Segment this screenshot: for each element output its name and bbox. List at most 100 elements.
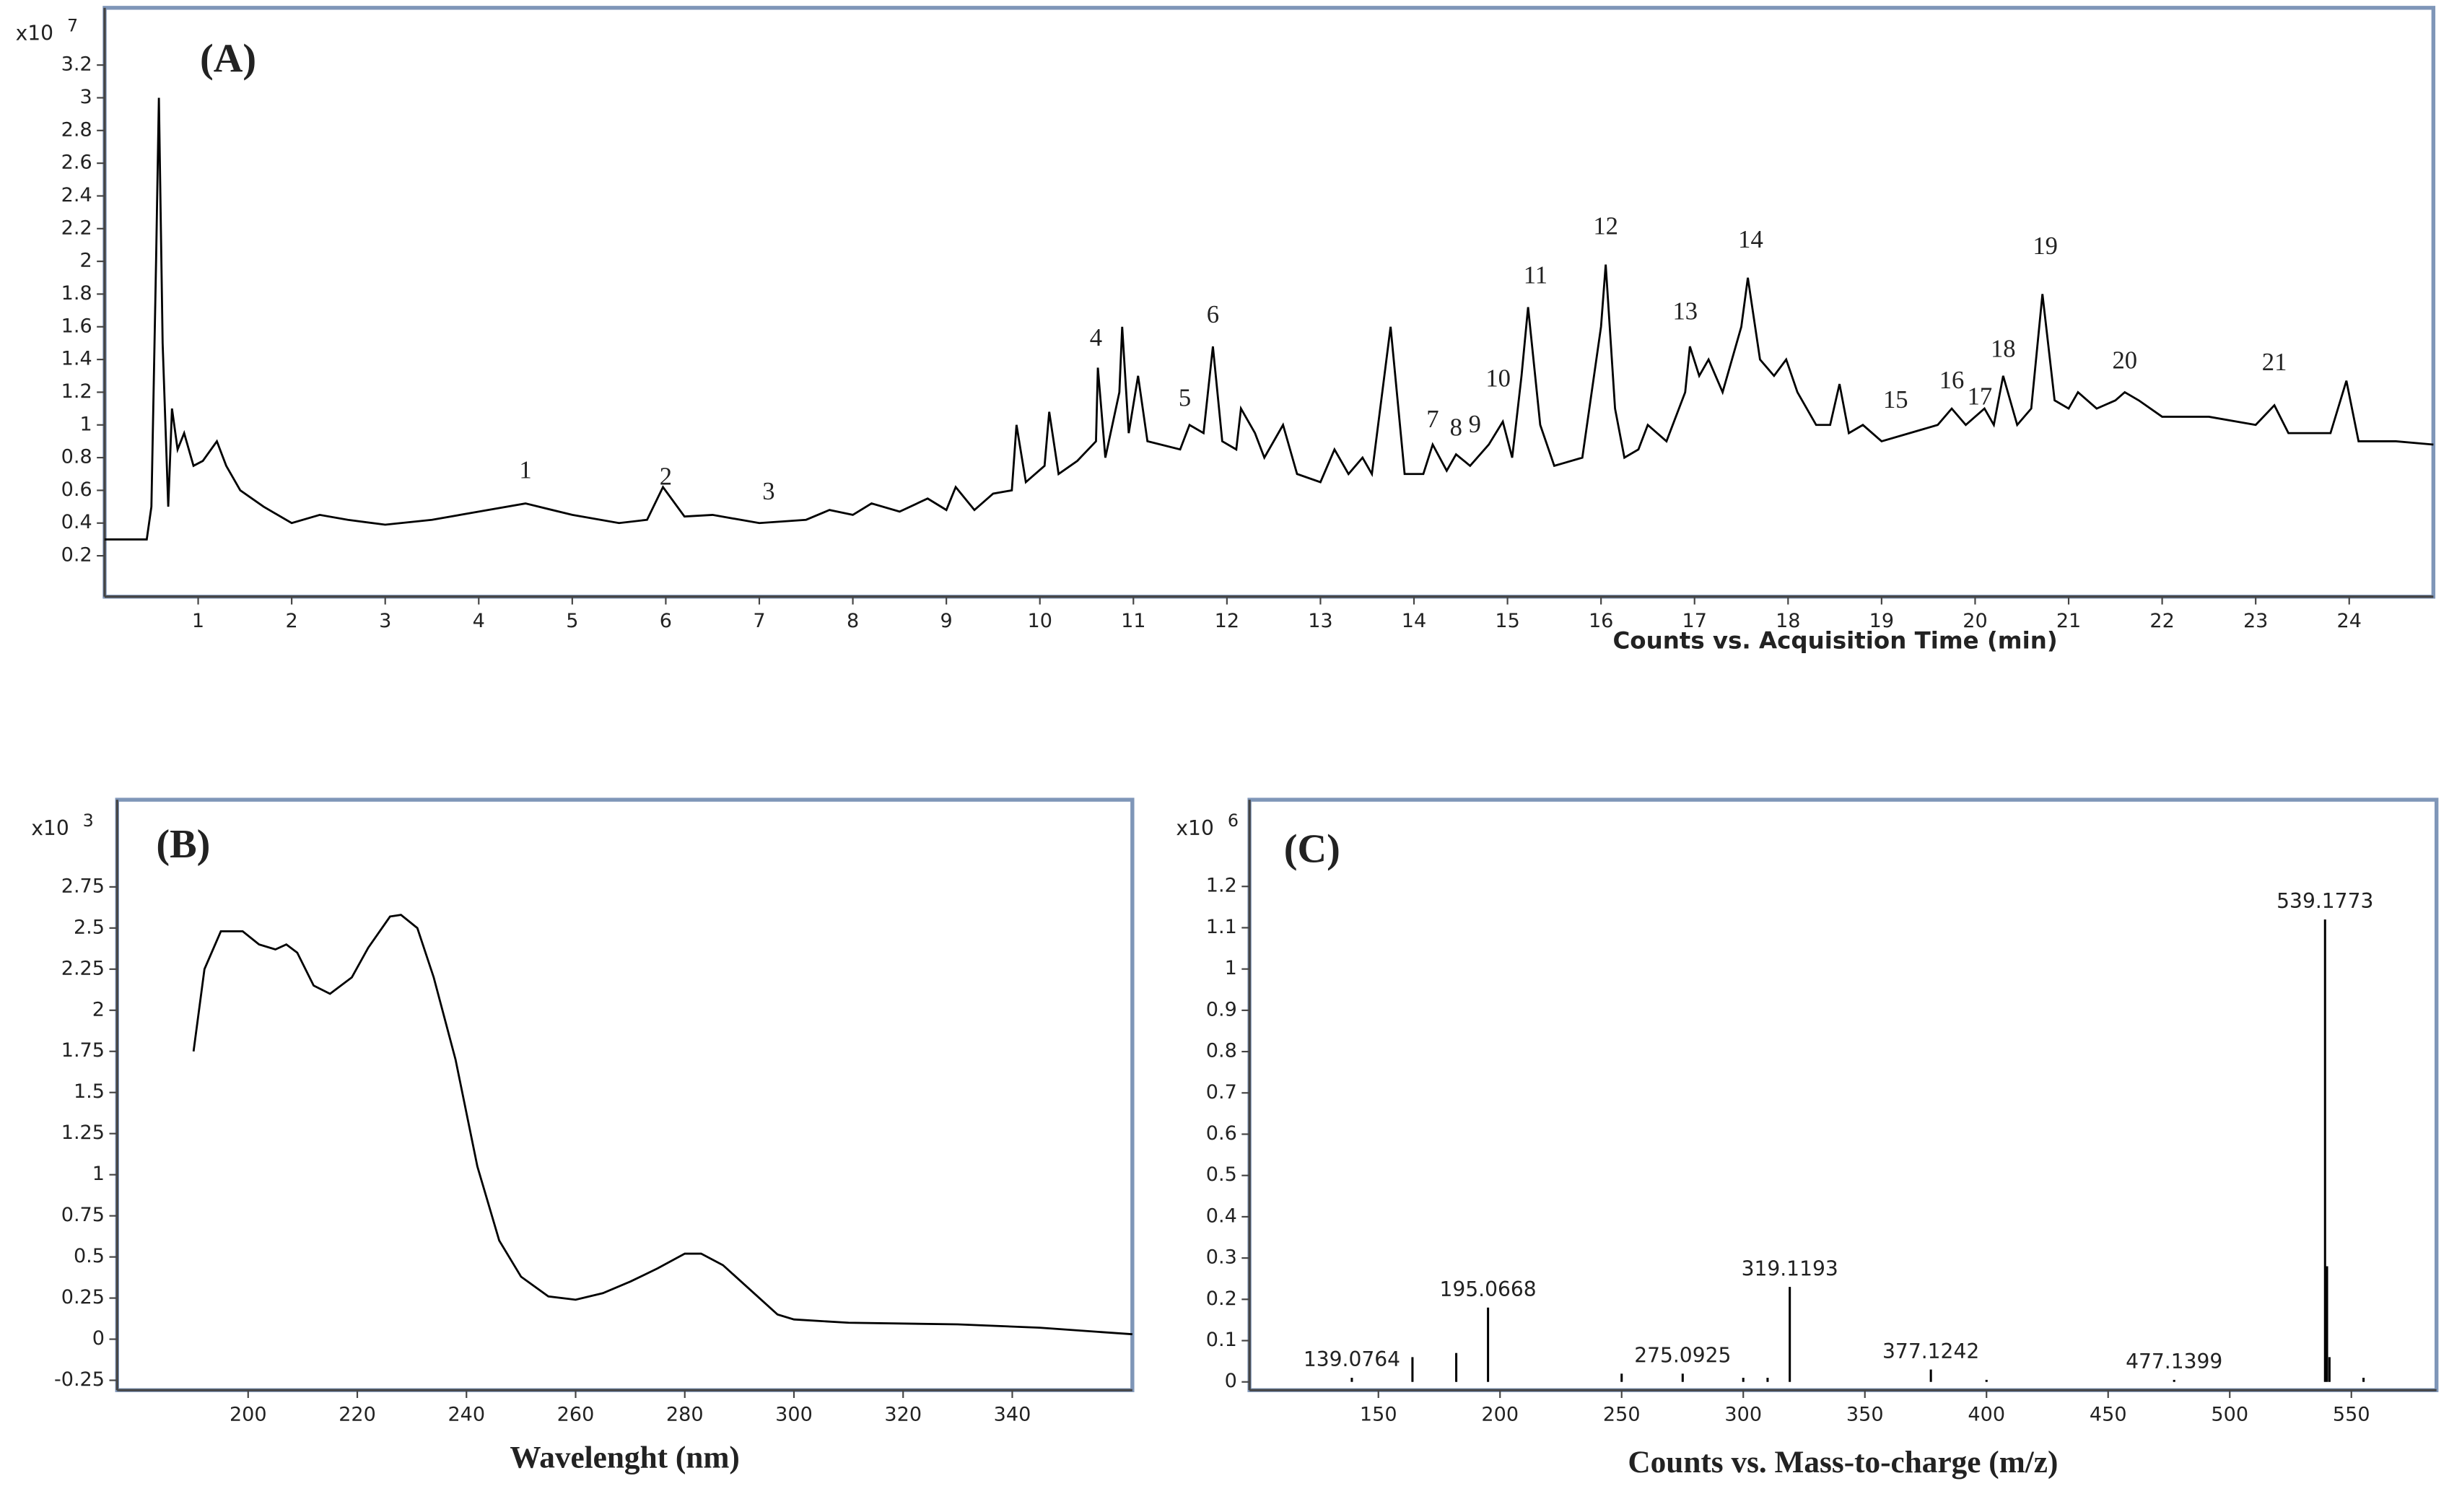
y-tick-label: 1.25 <box>61 1122 105 1144</box>
peak-number: 1 <box>519 456 531 484</box>
x-tick-label: 18 <box>1776 610 1800 632</box>
x-tick-label: 500 <box>2211 1403 2248 1425</box>
x-tick-label: 17 <box>1682 610 1707 632</box>
x-tick-label: 300 <box>1724 1403 1762 1425</box>
y-tick-label: 0.4 <box>61 511 92 533</box>
x-tick-label: 23 <box>2243 610 2268 632</box>
y-tick-label: 2 <box>79 250 92 272</box>
peak-number: 5 <box>1179 385 1191 412</box>
y-tick-label: 0.4 <box>1206 1205 1237 1227</box>
peak-number: 6 <box>1207 301 1219 328</box>
panel-label: (A) <box>200 36 256 81</box>
panel-frame <box>1247 797 2439 1392</box>
x-tick-label: 320 <box>884 1403 922 1425</box>
y-multiplier: x10 <box>1176 816 1213 840</box>
y-tick-label: 0.5 <box>74 1245 105 1267</box>
x-tick-label: 8 <box>847 610 859 632</box>
peak-number: 18 <box>1991 336 2016 363</box>
y-tick-label: 2 <box>92 998 105 1021</box>
x-tick-label: 15 <box>1495 610 1519 632</box>
y-tick-label: 0.8 <box>61 446 92 468</box>
y-tick-label: 2.2 <box>61 217 92 239</box>
y-tick-label: 0.6 <box>61 478 92 501</box>
y-tick-label: 0.25 <box>61 1286 105 1308</box>
trace-line <box>192 914 1132 1336</box>
panel-label: (B) <box>156 822 210 867</box>
y-tick-label: 0.3 <box>1206 1246 1237 1269</box>
y-tick-label: 1.2 <box>61 380 92 403</box>
x-tick-label: 450 <box>2090 1403 2127 1425</box>
x-tick-label: 9 <box>940 610 953 632</box>
y-tick-label: 2.25 <box>61 957 105 979</box>
y-tick-label: -0.25 <box>54 1368 105 1391</box>
x-tick-label: 350 <box>1846 1403 1884 1425</box>
x-tick-label: 6 <box>660 610 672 632</box>
panel-frame <box>102 6 2436 599</box>
y-tick-label: 2.5 <box>74 916 105 938</box>
x-tick-label: 220 <box>339 1403 376 1425</box>
x-tick-label: 250 <box>1603 1403 1641 1425</box>
peak-number: 3 <box>762 478 774 505</box>
x-axis-label: Wavelenght (nm) <box>510 1441 739 1475</box>
x-tick-label: 12 <box>1215 610 1239 632</box>
y-tick-label: 1.6 <box>61 315 92 337</box>
y-multiplier-exponent: 3 <box>83 810 94 831</box>
y-tick-label: 1.8 <box>61 282 92 305</box>
x-tick-label: 20 <box>1963 610 1987 632</box>
x-tick-label: 21 <box>2056 610 2081 632</box>
y-tick-label: 0.75 <box>61 1204 105 1226</box>
x-tick-label: 24 <box>2337 610 2362 632</box>
y-tick-label: 0.8 <box>1206 1040 1237 1062</box>
x-tick-label: 550 <box>2333 1403 2370 1425</box>
y-tick-label: 0.6 <box>1206 1122 1237 1145</box>
x-tick-label: 22 <box>2149 610 2174 632</box>
x-tick-label: 150 <box>1360 1403 1397 1425</box>
y-tick-label: 0.9 <box>1206 998 1237 1021</box>
x-tick-label: 300 <box>775 1403 813 1425</box>
peak-number: 11 <box>1524 262 1547 289</box>
x-tick-label: 14 <box>1402 610 1426 632</box>
y-multiplier-exponent: 7 <box>67 15 78 35</box>
peak-number: 2 <box>660 463 672 490</box>
peak-number: 17 <box>1968 383 1993 410</box>
y-tick-label: 1 <box>1225 957 1237 979</box>
y-tick-label: 1.5 <box>74 1080 105 1103</box>
peak-label: 195.0668 <box>1440 1277 1537 1301</box>
x-tick-label: 200 <box>1481 1403 1519 1425</box>
x-tick-label: 3 <box>379 610 391 632</box>
x-tick-label: 16 <box>1589 610 1613 632</box>
x-tick-label: 280 <box>666 1403 704 1425</box>
x-tick-label: 400 <box>1968 1403 2005 1425</box>
panel-label: (C) <box>1284 827 1340 872</box>
peak-number: 7 <box>1426 406 1439 433</box>
y-tick-label: 2.4 <box>61 184 92 206</box>
x-tick-label: 4 <box>473 610 485 632</box>
x-tick-label: 240 <box>448 1403 485 1425</box>
y-tick-label: 0.5 <box>1206 1163 1237 1186</box>
x-tick-label: 10 <box>1028 610 1052 632</box>
y-tick-label: 1 <box>79 413 92 435</box>
x-tick-label: 2 <box>286 610 298 632</box>
y-tick-label: 0.2 <box>61 544 92 567</box>
peak-number: 9 <box>1469 411 1481 438</box>
peak-number: 10 <box>1485 365 1511 393</box>
y-multiplier: x10 <box>16 22 53 45</box>
peak-number: 14 <box>1738 226 1763 253</box>
x-axis-label: Counts vs. Acquisition Time (min) <box>1612 627 2057 655</box>
y-tick-label: 2.6 <box>61 152 92 174</box>
peak-label: 139.0764 <box>1304 1347 1400 1371</box>
x-tick-label: 7 <box>753 610 765 632</box>
peak-number: 15 <box>1883 386 1908 414</box>
x-tick-label: 19 <box>1869 610 1894 632</box>
peak-label: 539.1773 <box>2276 889 2373 913</box>
y-tick-label: 0 <box>92 1327 105 1350</box>
peak-number: 20 <box>2112 347 2137 375</box>
y-tick-label: 1 <box>92 1163 105 1185</box>
y-tick-label: 3.2 <box>61 53 92 76</box>
peak-label: 275.0925 <box>1634 1343 1731 1367</box>
x-axis-label: Counts vs. Mass-to-charge (m/z) <box>1628 1445 2058 1480</box>
peak-number: 16 <box>1939 367 1965 394</box>
y-multiplier: x10 <box>31 816 69 840</box>
y-tick-label: 1.4 <box>61 348 92 370</box>
y-tick-label: 0.1 <box>1206 1329 1237 1351</box>
